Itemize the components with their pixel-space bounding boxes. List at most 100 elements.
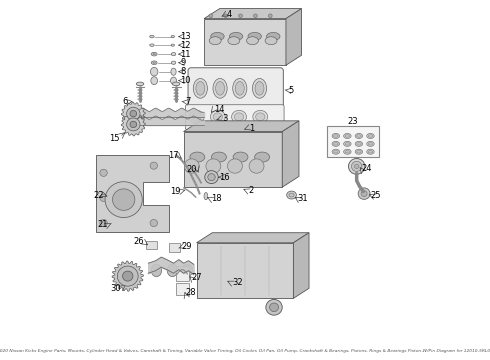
Circle shape — [249, 159, 264, 173]
Ellipse shape — [343, 149, 351, 154]
Ellipse shape — [355, 134, 363, 139]
Ellipse shape — [229, 32, 243, 40]
Ellipse shape — [332, 141, 340, 147]
Circle shape — [105, 182, 142, 217]
Ellipse shape — [253, 111, 268, 123]
Polygon shape — [294, 233, 309, 298]
Bar — [147, 241, 157, 249]
Text: 5: 5 — [289, 86, 294, 95]
Bar — [204, 19, 286, 65]
Circle shape — [351, 161, 362, 171]
Text: 9: 9 — [180, 58, 186, 67]
Circle shape — [184, 159, 199, 173]
Text: 22: 22 — [93, 190, 103, 199]
Text: 16: 16 — [219, 173, 230, 182]
Ellipse shape — [182, 264, 193, 276]
Ellipse shape — [334, 143, 338, 145]
Text: 32: 32 — [232, 278, 243, 287]
FancyBboxPatch shape — [185, 105, 284, 130]
Text: 4: 4 — [226, 10, 232, 19]
Ellipse shape — [213, 78, 227, 98]
Circle shape — [130, 121, 137, 128]
Ellipse shape — [192, 113, 201, 121]
Ellipse shape — [172, 61, 176, 64]
Ellipse shape — [265, 37, 277, 45]
Ellipse shape — [255, 81, 264, 95]
Ellipse shape — [287, 191, 296, 199]
Text: 2020 Nissan Kicks Engine Parts, Mounts, Cylinder Head & Valves, Camshaft & Timin: 2020 Nissan Kicks Engine Parts, Mounts, … — [0, 349, 490, 353]
Ellipse shape — [368, 135, 373, 137]
Ellipse shape — [172, 82, 180, 86]
Ellipse shape — [345, 135, 349, 137]
Text: 8: 8 — [180, 67, 186, 76]
Ellipse shape — [334, 135, 338, 137]
Ellipse shape — [171, 68, 176, 75]
Circle shape — [239, 14, 243, 18]
Polygon shape — [286, 9, 301, 65]
Ellipse shape — [248, 32, 261, 40]
Text: 29: 29 — [182, 242, 192, 251]
Ellipse shape — [233, 152, 248, 162]
Polygon shape — [184, 121, 299, 132]
Ellipse shape — [153, 62, 155, 63]
Ellipse shape — [367, 141, 374, 147]
Ellipse shape — [357, 143, 361, 145]
Text: 12: 12 — [180, 41, 191, 50]
Ellipse shape — [332, 134, 340, 139]
Ellipse shape — [171, 36, 174, 38]
Ellipse shape — [228, 37, 240, 45]
Ellipse shape — [216, 81, 224, 95]
Ellipse shape — [232, 111, 246, 123]
Circle shape — [100, 220, 107, 226]
FancyBboxPatch shape — [188, 68, 283, 108]
Bar — [176, 283, 189, 296]
Circle shape — [270, 303, 278, 312]
Circle shape — [208, 174, 215, 181]
Ellipse shape — [213, 113, 222, 121]
Polygon shape — [112, 261, 144, 291]
Circle shape — [209, 14, 213, 18]
Ellipse shape — [136, 82, 144, 86]
Ellipse shape — [189, 111, 204, 123]
Circle shape — [100, 194, 107, 202]
Text: 2: 2 — [248, 186, 253, 195]
Ellipse shape — [367, 134, 374, 139]
Circle shape — [100, 169, 107, 176]
Ellipse shape — [368, 143, 373, 145]
Circle shape — [227, 159, 243, 173]
Text: 27: 27 — [191, 273, 202, 282]
Ellipse shape — [196, 81, 205, 95]
Ellipse shape — [246, 37, 258, 45]
Ellipse shape — [151, 264, 162, 276]
Text: 10: 10 — [180, 76, 191, 85]
Text: 21: 21 — [98, 220, 108, 229]
Ellipse shape — [357, 135, 361, 137]
Ellipse shape — [150, 44, 154, 46]
Ellipse shape — [151, 52, 157, 56]
Text: 28: 28 — [185, 288, 196, 297]
Ellipse shape — [235, 81, 244, 95]
Ellipse shape — [211, 32, 224, 40]
Bar — [169, 243, 180, 252]
Ellipse shape — [332, 149, 340, 154]
Ellipse shape — [150, 35, 154, 38]
Ellipse shape — [190, 152, 205, 162]
Ellipse shape — [355, 141, 363, 147]
Ellipse shape — [289, 193, 294, 197]
Ellipse shape — [343, 141, 351, 147]
Text: 11: 11 — [180, 50, 191, 59]
Ellipse shape — [357, 150, 361, 153]
Circle shape — [348, 158, 365, 174]
Text: 26: 26 — [133, 237, 144, 246]
Circle shape — [266, 300, 282, 315]
Text: 14: 14 — [215, 105, 225, 114]
Circle shape — [361, 191, 367, 197]
Ellipse shape — [210, 111, 225, 123]
Text: 18: 18 — [211, 194, 221, 203]
Bar — [176, 266, 189, 281]
Circle shape — [224, 14, 227, 18]
Ellipse shape — [153, 53, 155, 55]
Bar — [196, 243, 294, 298]
Text: 24: 24 — [361, 164, 371, 173]
Text: 30: 30 — [111, 284, 122, 293]
